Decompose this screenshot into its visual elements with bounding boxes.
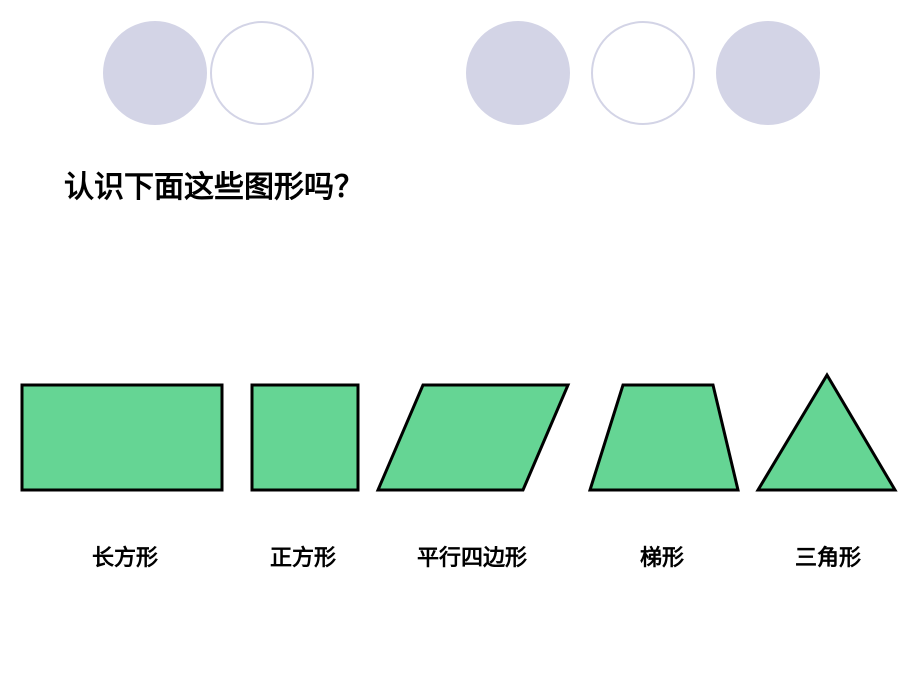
- shape-triangle: [758, 375, 895, 490]
- shape-parallelogram: [378, 385, 568, 490]
- label-square: 正方形: [238, 540, 368, 572]
- label-trapezoid: 梯形: [602, 540, 722, 572]
- shapes-svg: [0, 0, 920, 690]
- shapes-row: [0, 385, 920, 515]
- shape-trapezoid: [590, 385, 738, 490]
- label-rectangle: 长方形: [55, 540, 195, 572]
- shape-square: [252, 385, 358, 490]
- label-triangle: 三角形: [768, 540, 888, 572]
- label-parallelogram: 平行四边形: [397, 540, 547, 572]
- shape-rectangle: [22, 385, 222, 490]
